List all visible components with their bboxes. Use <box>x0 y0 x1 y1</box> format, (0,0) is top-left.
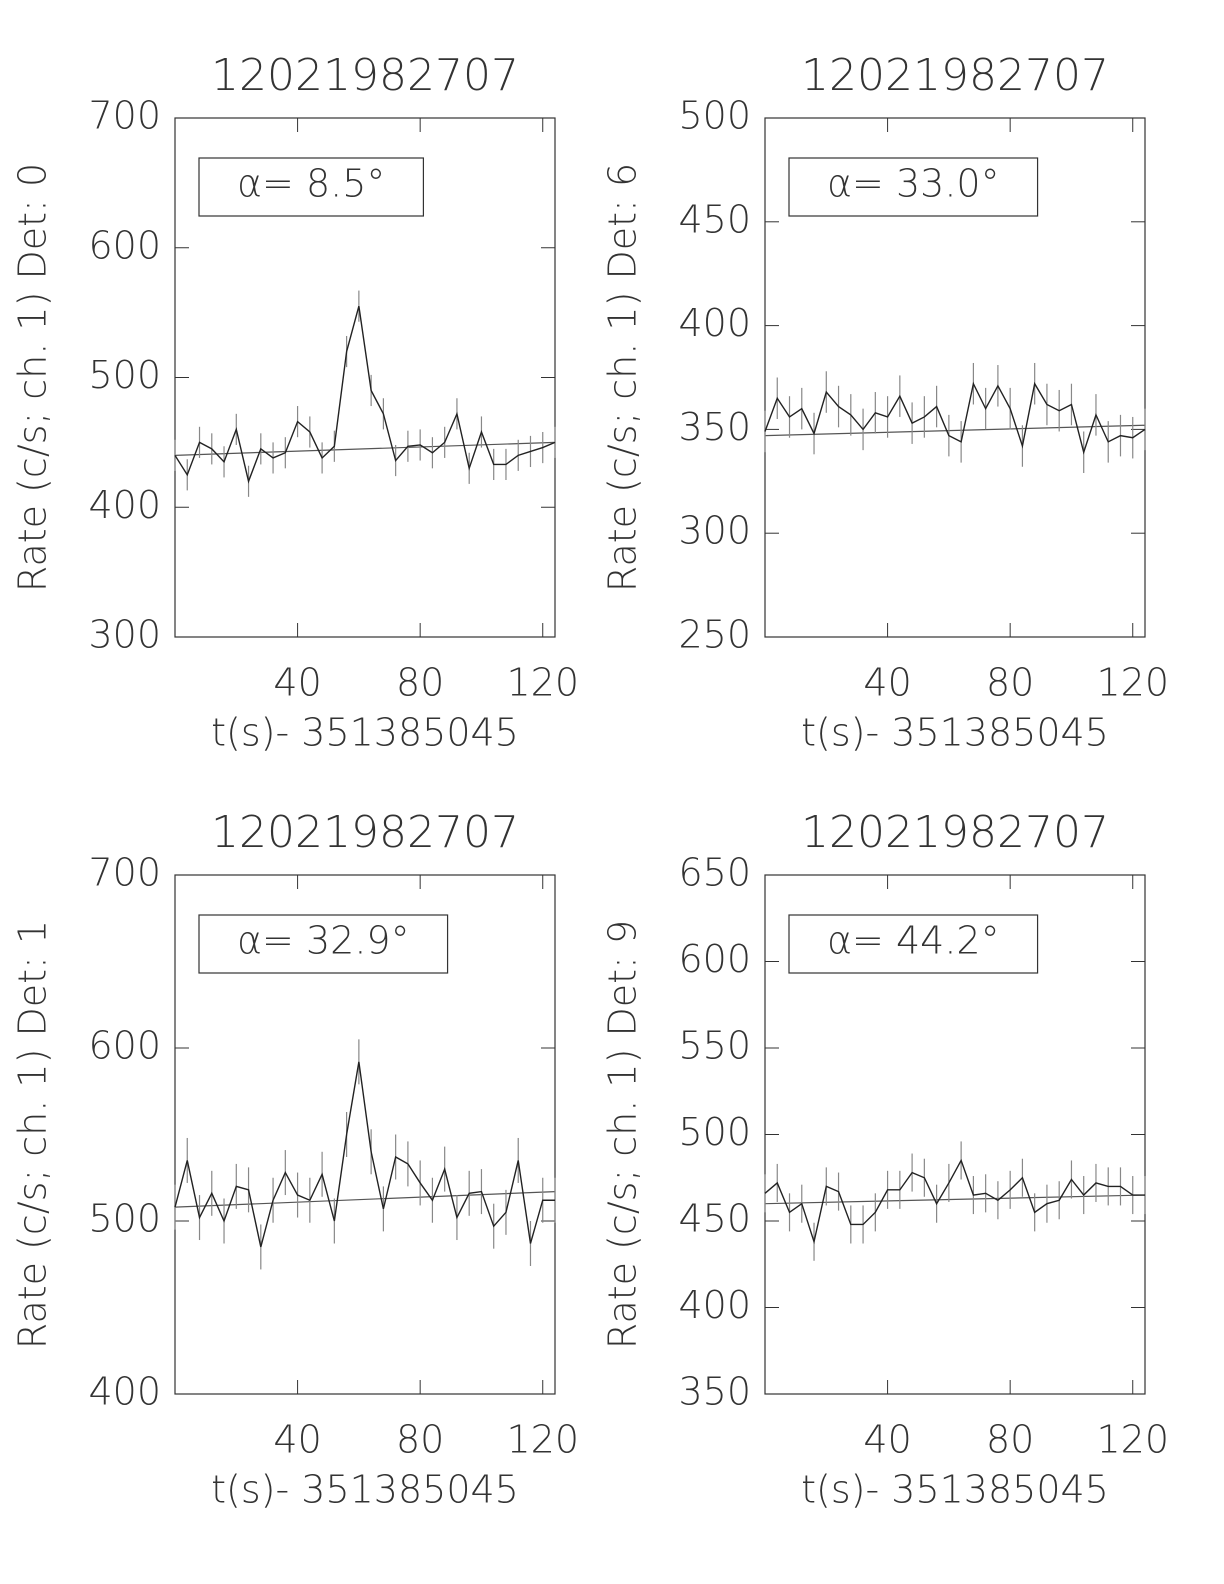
y-tick-label: 700 <box>88 94 161 138</box>
data-line <box>764 381 1146 455</box>
plot-frame <box>764 117 1146 638</box>
x-tick-label: 80 <box>396 1418 444 1462</box>
x-axis-label: t(s)- 351385045 <box>801 1468 1109 1512</box>
annotation-box <box>788 157 1039 217</box>
y-tick-label: 600 <box>88 223 161 267</box>
y-tick-label: 500 <box>88 353 161 397</box>
x-tick-label: 80 <box>986 1418 1034 1462</box>
fit-line <box>174 441 556 456</box>
x-tick-label: 80 <box>396 661 444 705</box>
x-tick-label: 80 <box>986 661 1034 705</box>
chart-title: 12021982707 <box>801 50 1109 101</box>
x-tick-label: 120 <box>1096 661 1169 705</box>
data-line <box>174 305 556 484</box>
y-tick-label: 400 <box>88 1370 161 1414</box>
y-tick-label: 550 <box>678 1024 751 1068</box>
chart-title: 12021982707 <box>211 807 519 858</box>
y-axis-label: Rate (c/s; ch. 1) Det: 0 <box>11 163 55 592</box>
y-tick-label: 350 <box>678 405 751 449</box>
y-axis-label: Rate (c/s; ch. 1) Det: 1 <box>11 920 55 1349</box>
y-tick-label: 500 <box>678 1110 751 1154</box>
annotation: α= 33.0° <box>827 162 1000 206</box>
chart-title: 12021982707 <box>801 807 1109 858</box>
fit-line <box>764 1194 1146 1205</box>
plot-frame <box>174 874 556 1395</box>
data-line <box>764 1158 1145 1245</box>
x-tick-label: 40 <box>863 661 911 705</box>
chart-title: 12021982707 <box>211 50 519 101</box>
annotation: α= 44.2° <box>827 919 1000 963</box>
annotation: α= 8.5° <box>237 162 385 206</box>
x-axis-label: t(s)- 351385045 <box>801 711 1109 755</box>
x-tick-label: 120 <box>506 1418 579 1462</box>
annotation-box <box>788 914 1039 974</box>
annotation-box <box>198 914 449 974</box>
x-axis-label: t(s)- 351385045 <box>211 1468 519 1512</box>
y-tick-label: 500 <box>88 1197 161 1241</box>
plot-frame <box>764 874 1146 1395</box>
y-tick-label: 450 <box>678 1197 751 1241</box>
x-tick-label: 120 <box>1096 1418 1169 1462</box>
y-axis-label: Rate (c/s; ch. 1) Det: 9 <box>601 920 645 1349</box>
x-tick-label: 40 <box>273 661 321 705</box>
annotation-box <box>198 157 425 217</box>
x-tick-label: 120 <box>506 661 579 705</box>
y-tick-label: 350 <box>678 1370 751 1414</box>
y-tick-label: 250 <box>678 613 751 657</box>
y-tick-label: 300 <box>88 613 161 657</box>
y-tick-label: 600 <box>678 937 751 981</box>
y-tick-label: 450 <box>678 197 751 241</box>
y-tick-label: 500 <box>678 94 751 138</box>
y-tick-label: 700 <box>88 851 161 895</box>
y-tick-label: 650 <box>678 851 751 895</box>
x-tick-label: 40 <box>273 1418 321 1462</box>
plot-frame <box>174 117 556 638</box>
y-tick-label: 400 <box>678 301 751 345</box>
annotation: α= 32.9° <box>237 919 410 963</box>
y-tick-label: 600 <box>88 1024 161 1068</box>
x-tick-label: 40 <box>863 1418 911 1462</box>
fit-line <box>174 1190 556 1208</box>
fit-line <box>764 424 1146 437</box>
data-line <box>174 1061 555 1248</box>
x-axis-label: t(s)- 351385045 <box>211 711 519 755</box>
y-tick-label: 400 <box>88 483 161 527</box>
y-tick-label: 400 <box>678 1283 751 1327</box>
y-axis-label: Rate (c/s; ch. 1) Det: 6 <box>601 163 645 592</box>
y-tick-label: 300 <box>678 509 751 553</box>
